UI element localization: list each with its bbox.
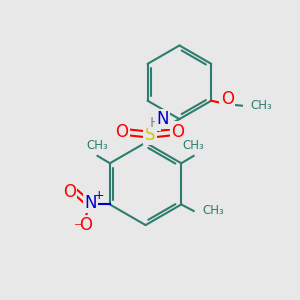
Text: CH₃: CH₃ [250, 99, 272, 112]
Text: O: O [221, 90, 234, 108]
Text: S: S [145, 126, 155, 144]
Text: H: H [149, 116, 160, 130]
Text: N: N [84, 194, 97, 212]
Text: ⁻: ⁻ [74, 220, 82, 236]
Text: N: N [156, 110, 169, 128]
Text: CH₃: CH₃ [87, 140, 108, 152]
Text: CH₃: CH₃ [183, 140, 205, 152]
Text: +: + [93, 189, 104, 202]
Text: CH₃: CH₃ [202, 205, 224, 218]
Text: O: O [63, 182, 76, 200]
Text: O: O [116, 123, 128, 141]
Text: O: O [79, 216, 92, 234]
Text: O: O [172, 123, 184, 141]
